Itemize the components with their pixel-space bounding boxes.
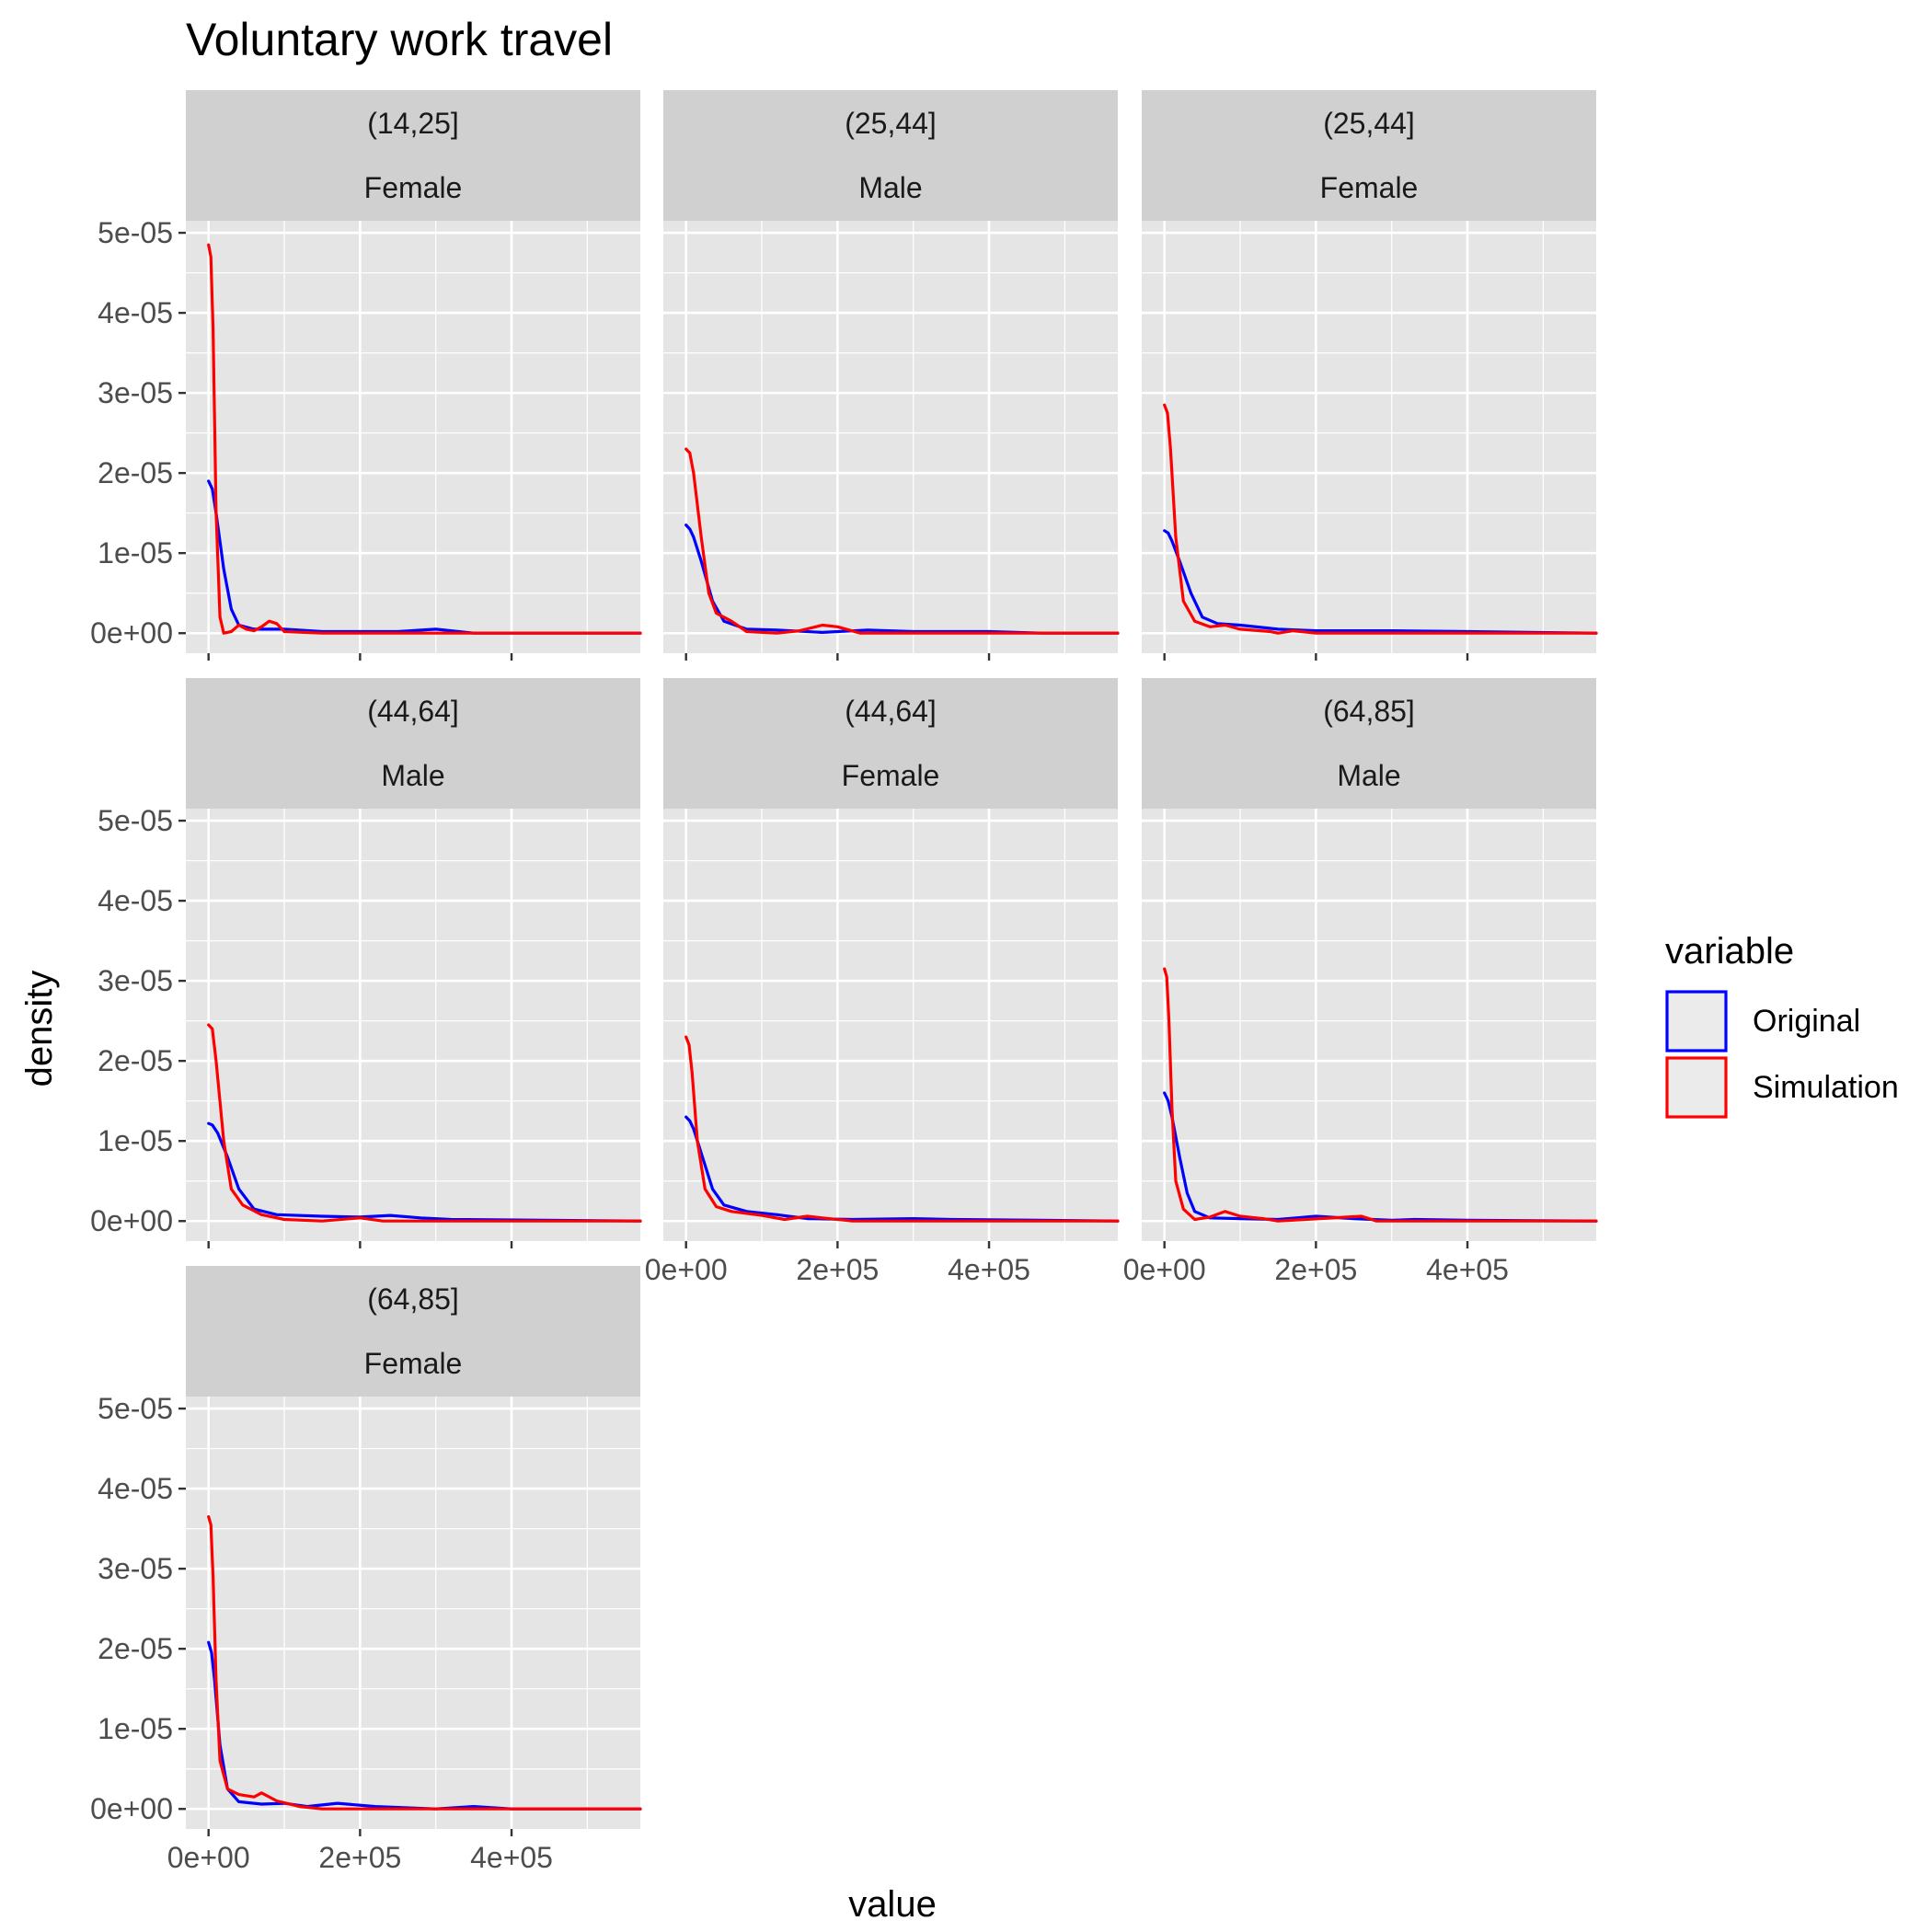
x-tick-label: 4e+05 [948, 1253, 1030, 1286]
facet-strip [1142, 678, 1596, 809]
facet-label-age: (44,64] [845, 695, 937, 728]
panel-background [663, 809, 1118, 1241]
density-line-simulation [684, 447, 1120, 635]
y-tick-label: 4e-05 [98, 884, 173, 917]
density-line-original [207, 1121, 642, 1223]
legend-title: variable [1665, 931, 1794, 972]
legend-label: Simulation [1753, 1070, 1899, 1105]
y-tick-label: 5e-05 [98, 216, 173, 249]
facet-label-age: (25,44] [845, 107, 937, 140]
x-tick-label: 2e+05 [1274, 1253, 1357, 1286]
y-tick-label: 1e-05 [98, 1712, 173, 1745]
density-line-simulation [1163, 967, 1598, 1223]
density-line-simulation [207, 1023, 642, 1223]
y-tick-label: 2e-05 [98, 1632, 173, 1665]
legend-key-original [1665, 990, 1728, 1052]
panel-background [663, 221, 1118, 653]
x-tick-label: 0e+00 [645, 1253, 728, 1286]
panel-background [186, 221, 640, 653]
facet-label-age: (14,25] [367, 107, 459, 140]
facet-label-sex: Male [381, 759, 444, 792]
legend-label: Original [1753, 1004, 1860, 1039]
y-tick-label: 0e+00 [90, 616, 173, 650]
facet-strip [663, 678, 1118, 809]
chart-title: Voluntary work travel [186, 14, 613, 65]
y-tick-label: 4e-05 [98, 296, 173, 329]
legend-key-simulation [1665, 1056, 1728, 1119]
facet-strip [663, 90, 1118, 221]
y-tick-label: 3e-05 [98, 1552, 173, 1585]
x-tick-label: 0e+00 [167, 1841, 250, 1874]
facet-panel: (14,25] Female 0e+00 1e-05 2e-05 3e-05 4e-05 5e… [90, 90, 642, 661]
y-tick-label: 1e-05 [98, 1124, 173, 1157]
facet-label-age: (25,44] [1323, 107, 1415, 140]
facet-label-sex: Female [1320, 171, 1419, 204]
panel-background [186, 809, 640, 1241]
density-line-original [684, 523, 1120, 635]
facet-panel: (44,64] Female 0e+00 2e+05 4e+05 [645, 678, 1120, 1286]
x-tick-label: 0e+00 [1123, 1253, 1206, 1286]
facet-label-age: (64,85] [367, 1282, 459, 1316]
facet-label-sex: Male [1337, 759, 1400, 792]
y-tick-label: 0e+00 [90, 1792, 173, 1825]
y-tick-label: 5e-05 [98, 804, 173, 837]
x-tick-label: 2e+05 [318, 1841, 401, 1874]
y-tick-label: 1e-05 [98, 536, 173, 569]
x-tick-label: 4e+05 [1426, 1253, 1509, 1286]
x-axis-label: value [848, 1884, 937, 1925]
facet-panels: (14,25] Female 0e+00 1e-05 2e-05 3e-05 4e-05 5e… [90, 90, 1598, 1874]
y-axis-label: density [19, 971, 60, 1087]
facet-strip [186, 1266, 640, 1397]
density-line-original [1163, 529, 1598, 635]
facet-panel: (25,44] Male [663, 90, 1120, 661]
facet-panel: (25,44] Female [1142, 90, 1598, 661]
facet-panel: (64,85] Female 0e+00 1e-05 2e-05 3e-05 4e-05 5e… [90, 1266, 642, 1874]
x-tick-label: 2e+05 [796, 1253, 879, 1286]
facet-strip [186, 90, 640, 221]
x-tick-label: 4e+05 [470, 1841, 553, 1874]
panel-background [1142, 221, 1596, 653]
legend: variable Original Simulation [1665, 931, 1899, 1119]
facet-strip [1142, 90, 1596, 221]
density-line-simulation [684, 1035, 1120, 1223]
facet-label-sex: Female [364, 1347, 463, 1380]
density-line-original [684, 1115, 1120, 1223]
y-tick-label: 5e-05 [98, 1392, 173, 1425]
y-tick-label: 2e-05 [98, 456, 173, 489]
facet-panel: (44,64] Male 0e+00 1e-05 2e-05 3e-05 4e-05 5e-0… [90, 678, 642, 1248]
facet-strip [186, 678, 640, 809]
panel-background [1142, 809, 1596, 1241]
facet-label-sex: Male [858, 171, 922, 204]
y-tick-label: 3e-05 [98, 376, 173, 409]
y-tick-label: 4e-05 [98, 1472, 173, 1505]
y-tick-label: 3e-05 [98, 964, 173, 997]
facet-label-sex: Female [364, 171, 463, 204]
density-line-simulation [1163, 403, 1598, 635]
density-line-simulation [207, 1515, 642, 1811]
density-line-simulation [207, 243, 642, 635]
panel-background [186, 1397, 640, 1829]
y-tick-label: 0e+00 [90, 1204, 173, 1237]
facet-label-age: (44,64] [367, 695, 459, 728]
facet-label-sex: Female [842, 759, 940, 792]
y-tick-label: 2e-05 [98, 1044, 173, 1077]
facet-label-age: (64,85] [1323, 695, 1415, 728]
facet-panel: (64,85] Male 0e+00 2e+05 4e+05 [1123, 678, 1598, 1286]
